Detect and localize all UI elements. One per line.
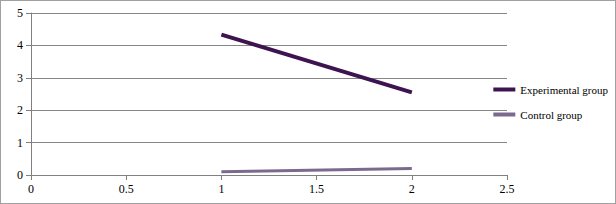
svg-text:1: 1 — [17, 136, 23, 150]
svg-text:0.5: 0.5 — [119, 182, 134, 196]
svg-text:0: 0 — [28, 182, 34, 196]
svg-text:Experimental group: Experimental group — [520, 84, 608, 96]
svg-text:0: 0 — [17, 168, 23, 182]
svg-text:Control group: Control group — [520, 109, 583, 121]
svg-text:1: 1 — [218, 182, 224, 196]
svg-text:2: 2 — [17, 103, 23, 117]
svg-text:4: 4 — [17, 38, 23, 52]
svg-text:3: 3 — [17, 71, 23, 85]
svg-text:1.5: 1.5 — [309, 182, 324, 196]
svg-text:2.5: 2.5 — [500, 182, 515, 196]
svg-text:5: 5 — [17, 6, 23, 20]
svg-text:2: 2 — [409, 182, 415, 196]
